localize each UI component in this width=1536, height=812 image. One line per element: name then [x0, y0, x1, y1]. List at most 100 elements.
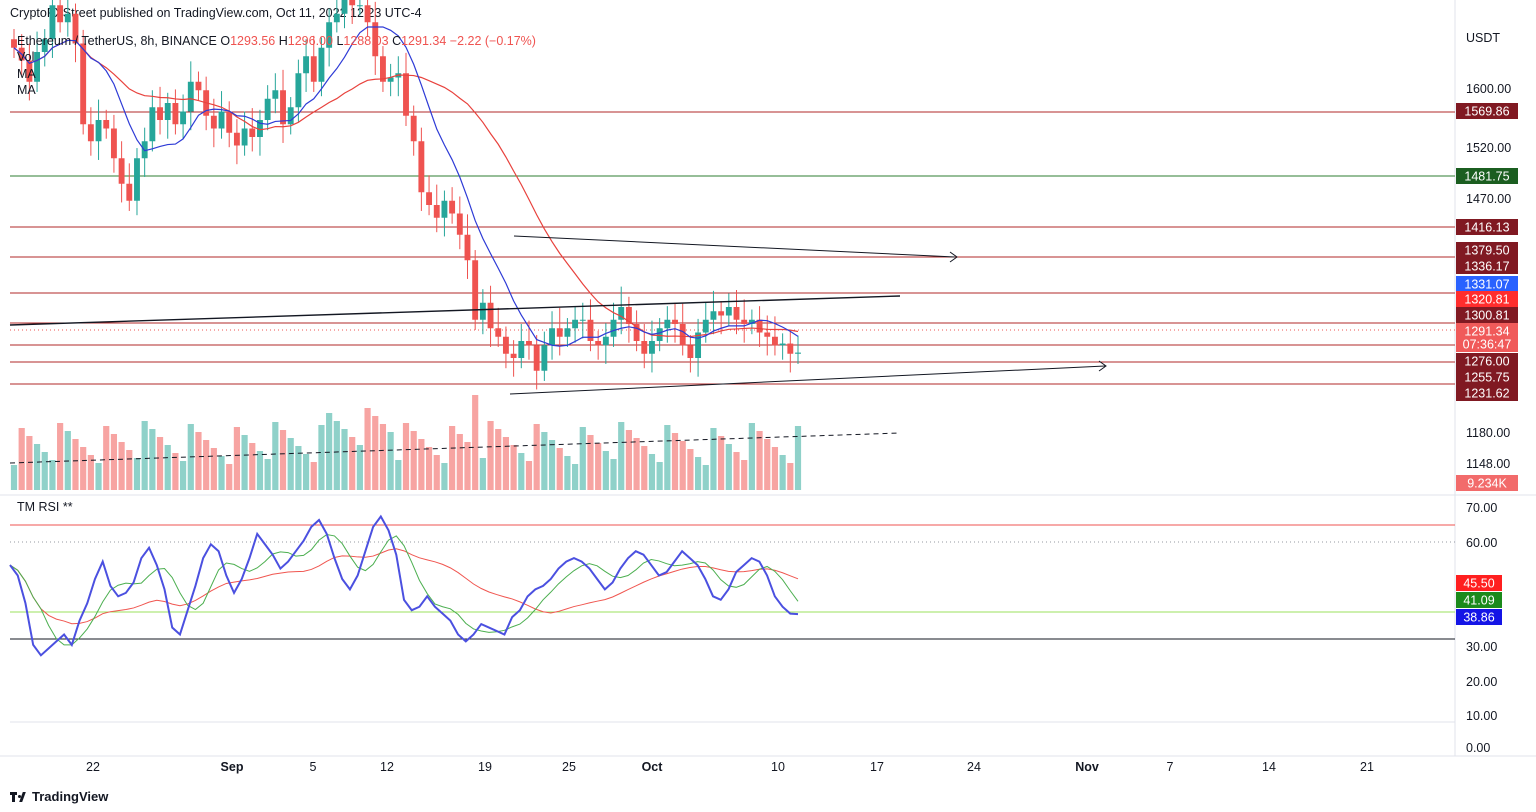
time-axis-tick-label: Oct [642, 760, 664, 774]
volume-bar [418, 439, 425, 490]
legend-segment: C [392, 34, 401, 48]
brand-label: TradingView [32, 789, 109, 804]
candle-body [771, 336, 778, 346]
volume-bar [694, 457, 702, 490]
rsi-axis-tick-label: 0.00 [1466, 741, 1490, 755]
price-level-tag-label: 1300.81 [1464, 309, 1509, 323]
price-level-tag [1456, 369, 1518, 385]
candle-body [618, 307, 625, 320]
price-level-tag [1456, 475, 1518, 491]
candle-body [487, 302, 494, 329]
candle-body [295, 73, 302, 108]
candle-body [741, 319, 748, 324]
arrow-head-icon [949, 251, 958, 263]
candle-body [602, 336, 609, 346]
candle-body [541, 345, 548, 371]
volume-bar [226, 464, 233, 490]
volume-bar [141, 421, 148, 490]
price-level-tag-label: 1379.50 [1464, 244, 1509, 258]
volume-bar [518, 453, 525, 490]
volume-bar [133, 458, 141, 490]
moving-average-fast [13, 26, 799, 347]
candle-body [664, 319, 671, 329]
time-axis-tick-label: 14 [1262, 760, 1276, 774]
volume-bar [456, 434, 463, 490]
candle-body [379, 56, 386, 82]
candle-body [187, 81, 194, 112]
volume-bar [218, 456, 225, 490]
volume-bar [502, 437, 510, 490]
candle-body [633, 324, 640, 341]
legend-segment: 1293.56 [230, 34, 279, 48]
price-level-tag [1456, 258, 1518, 274]
candle-body [787, 343, 794, 354]
volume-bar [771, 447, 779, 490]
candle-body [733, 307, 740, 320]
volume-bar [756, 431, 763, 490]
price-axis-unit: USDT [1466, 31, 1500, 45]
volume-bar [349, 437, 356, 490]
time-axis-tick-label: 22 [86, 760, 100, 774]
volume-bar [633, 438, 640, 490]
candle-body [41, 39, 48, 52]
volume-bar [610, 459, 617, 490]
tradingview-brand[interactable]: TradingView [10, 789, 108, 804]
candle-body [748, 319, 755, 324]
candle-body [764, 332, 771, 337]
candle-body [87, 124, 94, 142]
price-level-tag-label: 1336.17 [1464, 260, 1509, 274]
candle-body [257, 120, 263, 137]
volume-bar [333, 421, 340, 490]
candle-body [287, 107, 294, 125]
volume-bar [33, 444, 41, 490]
candle-body [510, 353, 517, 358]
price-level-tag [1456, 291, 1518, 307]
candle-body [180, 111, 187, 125]
volume-bar [326, 413, 333, 490]
candle-body [641, 341, 648, 354]
candle-body [795, 352, 801, 354]
volume-bar [533, 424, 540, 490]
publisher-header: CryptoFXStreet published on TradingView.… [10, 6, 422, 20]
candle-body [687, 345, 694, 358]
candle-body [572, 319, 579, 329]
candle-body [233, 132, 240, 146]
candle-body [249, 128, 256, 137]
candle-body [172, 103, 179, 125]
volume-bar [579, 427, 586, 490]
volume-bar [364, 408, 371, 490]
volume-bar [372, 416, 379, 490]
price-level-tag [1456, 336, 1518, 352]
candle-body [718, 311, 725, 316]
price-level-tag [1456, 385, 1518, 401]
legend-segment: H [279, 34, 288, 48]
volume-bar [671, 433, 679, 490]
price-level-tag-label: 1320.81 [1464, 293, 1509, 307]
volume-bar [249, 443, 256, 490]
time-axis-tick-label: 25 [562, 760, 576, 774]
volume-bar [794, 426, 802, 490]
candle-body [625, 307, 632, 324]
candle-body [64, 13, 71, 23]
volume-bar [72, 439, 79, 490]
volume-bar [379, 424, 387, 490]
volume-bar [410, 431, 417, 490]
volume-bar [264, 459, 271, 490]
candle-body [310, 56, 317, 82]
candle-body [226, 111, 233, 133]
candle-body [72, 13, 79, 44]
volume-bar [26, 436, 33, 490]
legend-symbol-line: Ethereum / TetherUS, 8h, BINANCE O1293.5… [17, 34, 536, 48]
candle-body [479, 302, 486, 320]
volume-bar [180, 461, 187, 490]
volume-bar [395, 460, 402, 490]
candle-body [410, 115, 417, 142]
price-level-tag-label: 1569.86 [1464, 105, 1509, 119]
candle-body [672, 319, 678, 324]
rsi-level-tag-label: 41.09 [1463, 594, 1494, 608]
volume-bar [95, 463, 102, 490]
volume-bar [57, 423, 64, 490]
price-level-tag [1456, 323, 1518, 339]
candle-body [134, 158, 140, 201]
